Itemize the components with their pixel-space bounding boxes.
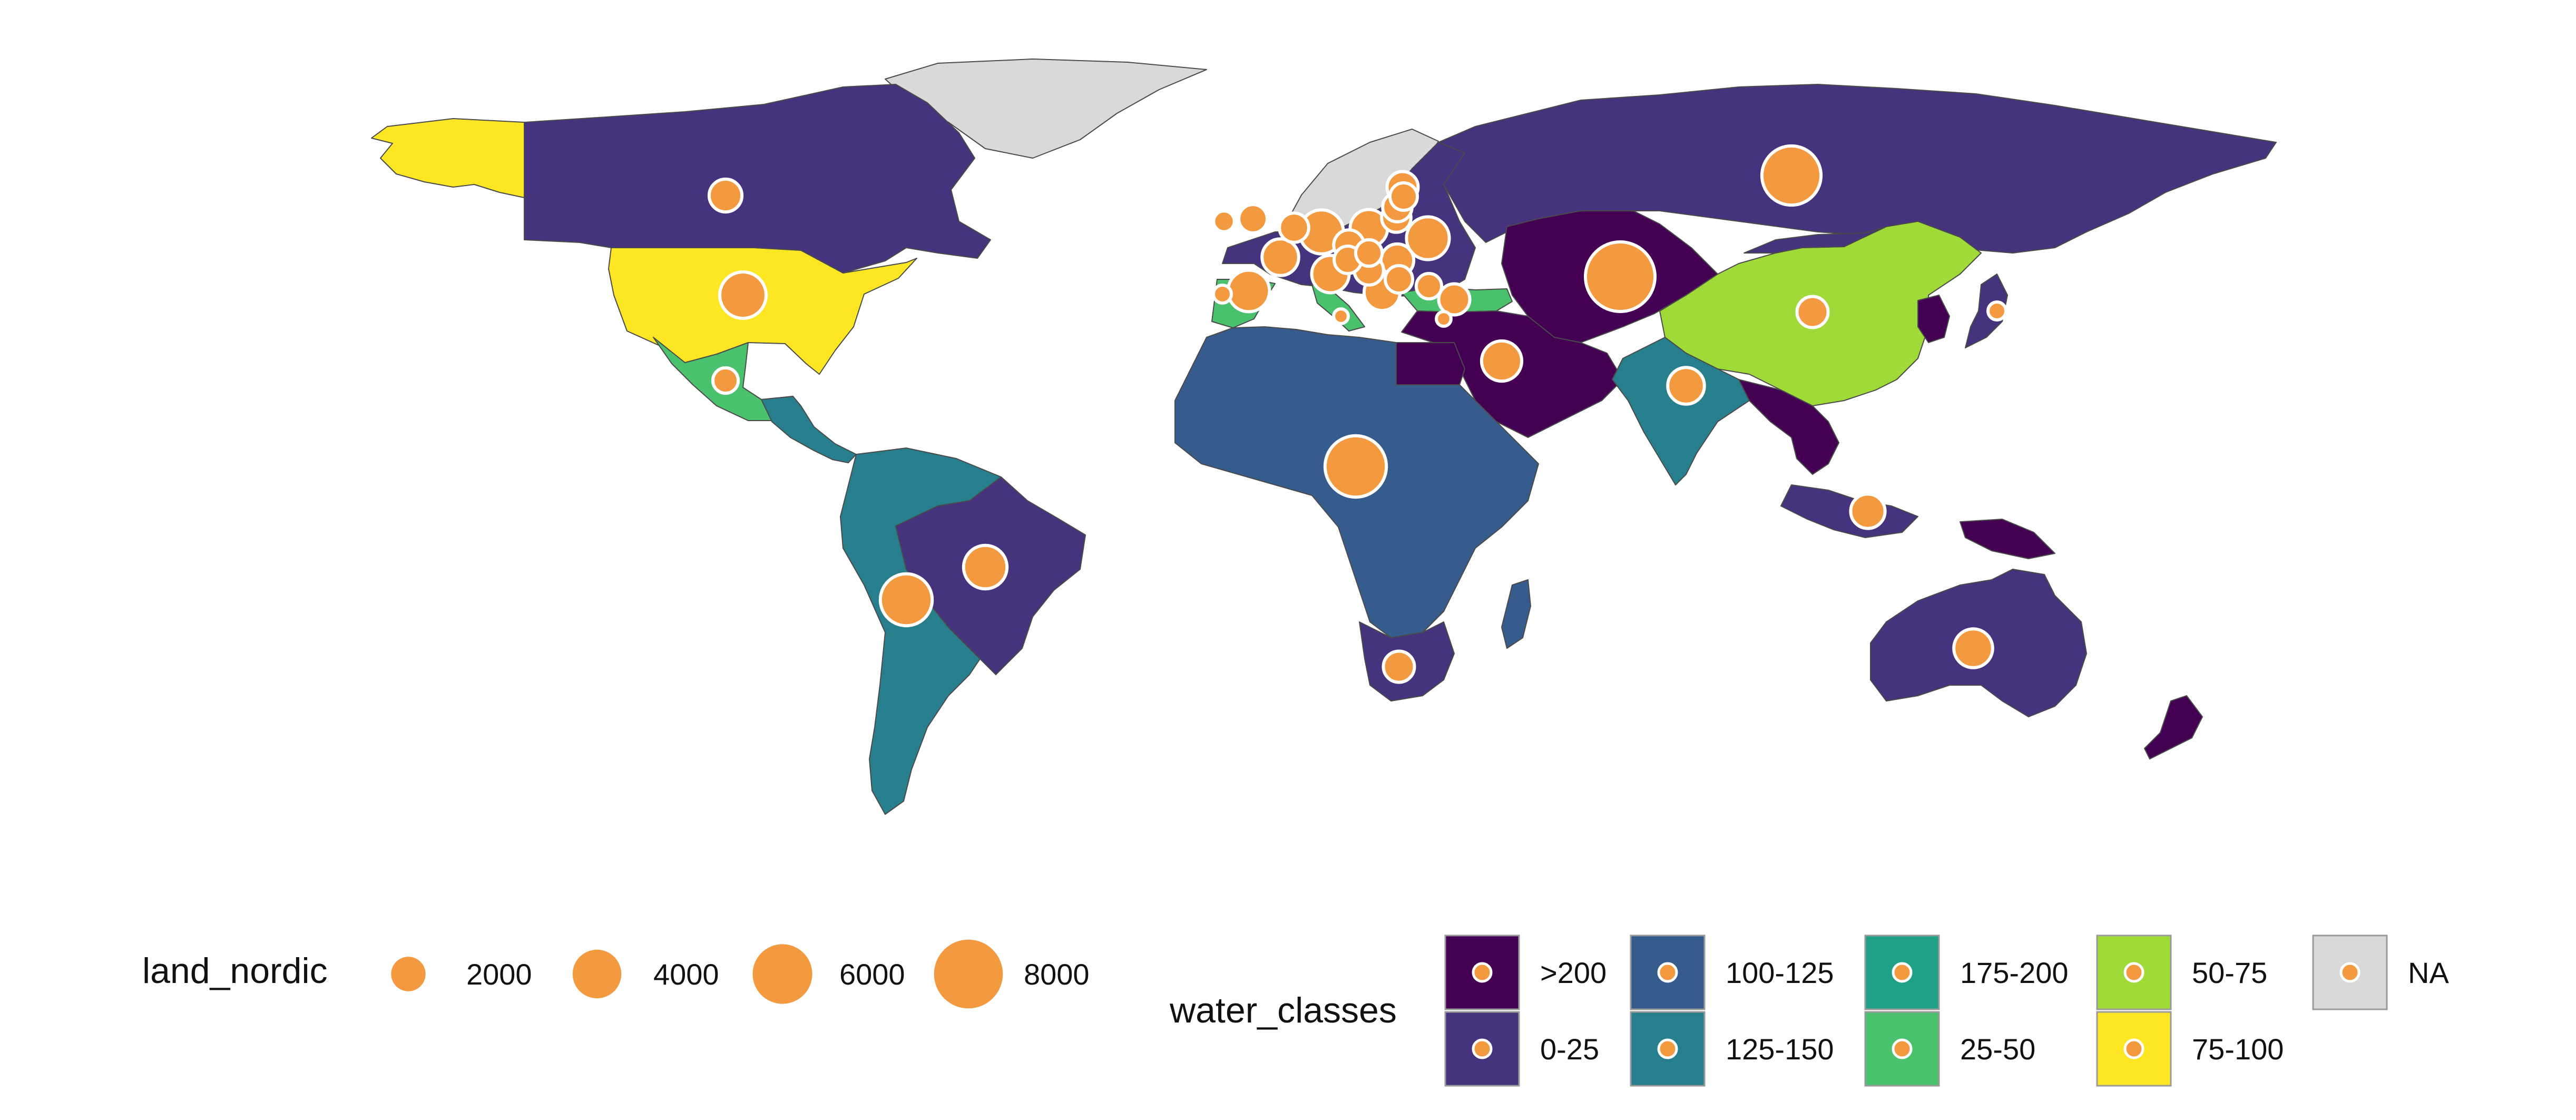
bubble-usa bbox=[718, 270, 768, 320]
bubble-mexico bbox=[711, 366, 740, 395]
bubble-china bbox=[1795, 295, 1830, 329]
size-legend-dot-8000 bbox=[934, 939, 1003, 1009]
country-papua bbox=[1960, 519, 2055, 559]
bubble-india bbox=[1666, 366, 1706, 406]
fill-legend-key-dot-75-100 bbox=[2123, 1038, 2144, 1059]
fill-legend-key-dot-125-150 bbox=[1657, 1038, 1678, 1059]
fill-legend-label-50-75: 50-75 bbox=[2192, 956, 2267, 989]
bubble-bulgaria bbox=[1384, 264, 1414, 295]
country-alaska bbox=[371, 118, 525, 198]
country-madagascar bbox=[1501, 579, 1531, 649]
fill-legend-key-dot-25-50 bbox=[1892, 1038, 1913, 1059]
bubble-ukraine bbox=[1405, 215, 1451, 261]
size-legend-label-2000: 2000 bbox=[466, 958, 532, 991]
country-central-america bbox=[761, 396, 857, 463]
bubble-canada bbox=[707, 177, 744, 214]
bubble-southern-africa bbox=[1382, 649, 1416, 684]
size-legend-dot-4000 bbox=[572, 949, 622, 999]
bubble-brazil bbox=[962, 543, 1009, 591]
fill-legend-label-100-125: 100-125 bbox=[1726, 956, 1834, 989]
bubble-turkey bbox=[1437, 282, 1472, 317]
bubble-caucasus bbox=[1414, 271, 1444, 301]
bubble-iberia bbox=[1226, 268, 1271, 314]
fill-legend-key-0-25 bbox=[1444, 1011, 1520, 1087]
country-southeast-asia bbox=[1738, 379, 1839, 475]
bubble-central-asia bbox=[1584, 240, 1657, 313]
country-usa bbox=[608, 247, 917, 375]
fill-legend-label-0-25: 0-25 bbox=[1540, 1033, 1599, 1066]
size-legend-label-6000: 6000 bbox=[839, 958, 905, 991]
bubble-benelux bbox=[1278, 211, 1310, 244]
size-legend-dot-2000 bbox=[391, 957, 426, 991]
bubble-russia bbox=[1760, 144, 1823, 207]
bubble-portugal bbox=[1212, 284, 1233, 305]
size-legend-dot-6000 bbox=[752, 944, 812, 1004]
bubble-baltics-2 bbox=[1388, 181, 1419, 212]
countries-layer bbox=[371, 59, 2277, 815]
bubble-middle-east bbox=[1480, 339, 1524, 383]
bubble-africa bbox=[1323, 434, 1388, 499]
fill-legend-label-75-100: 75-100 bbox=[2192, 1033, 2284, 1066]
country-egypt bbox=[1396, 342, 1465, 385]
bubble-uk bbox=[1237, 203, 1269, 235]
country-new-zealand bbox=[2144, 695, 2203, 759]
country-canada bbox=[524, 84, 991, 274]
size-legend-label-8000: 8000 bbox=[1024, 958, 1090, 991]
country-mongolia bbox=[1744, 226, 1887, 254]
fill-legend-key-dot-NA bbox=[2339, 962, 2360, 983]
fill-legend-key-dot-175-200 bbox=[1892, 962, 1913, 983]
bubble-japan bbox=[1986, 300, 2007, 322]
bubble-tunisia bbox=[1332, 307, 1350, 325]
fill-legend-label-NA: NA bbox=[2408, 956, 2449, 989]
bubble-hungary bbox=[1354, 238, 1384, 268]
size-legend-title: land_nordic bbox=[142, 951, 328, 991]
fill-legend-key-dot-0-25 bbox=[1472, 1038, 1493, 1059]
bubble-france bbox=[1260, 237, 1300, 277]
fill-legend-title: water_classes bbox=[1169, 990, 1397, 1030]
fill-legend-key-dot-50-75 bbox=[2123, 962, 2144, 983]
fill-legend-label-175-200: 175-200 bbox=[1960, 956, 2069, 989]
bubble-cyprus bbox=[1435, 310, 1453, 328]
bubble-bolivia bbox=[878, 572, 934, 628]
bubble-australia bbox=[1952, 627, 1994, 669]
country-korea bbox=[1917, 295, 1950, 343]
bubbles-layer bbox=[707, 144, 2007, 684]
fill-legend-label->200: >200 bbox=[1540, 956, 1607, 989]
country-india bbox=[1612, 337, 1750, 485]
fill-legend-label-25-50: 25-50 bbox=[1960, 1033, 2035, 1066]
fill-legend-label-125-150: 125-150 bbox=[1726, 1033, 1834, 1066]
bubble-indonesia bbox=[1849, 492, 1887, 530]
fill-legend-key-dot->200 bbox=[1472, 962, 1493, 983]
size-legend-label-4000: 4000 bbox=[653, 958, 719, 991]
fill-legend-key-dot-100-125 bbox=[1657, 962, 1678, 983]
fill-legend: water_classes >200 0-25 100-125 125-150 175-… bbox=[1169, 934, 2449, 1087]
bubble-ireland bbox=[1212, 209, 1236, 233]
size-legend: land_nordic 2000 4000 6000 8000 bbox=[142, 939, 1090, 1009]
